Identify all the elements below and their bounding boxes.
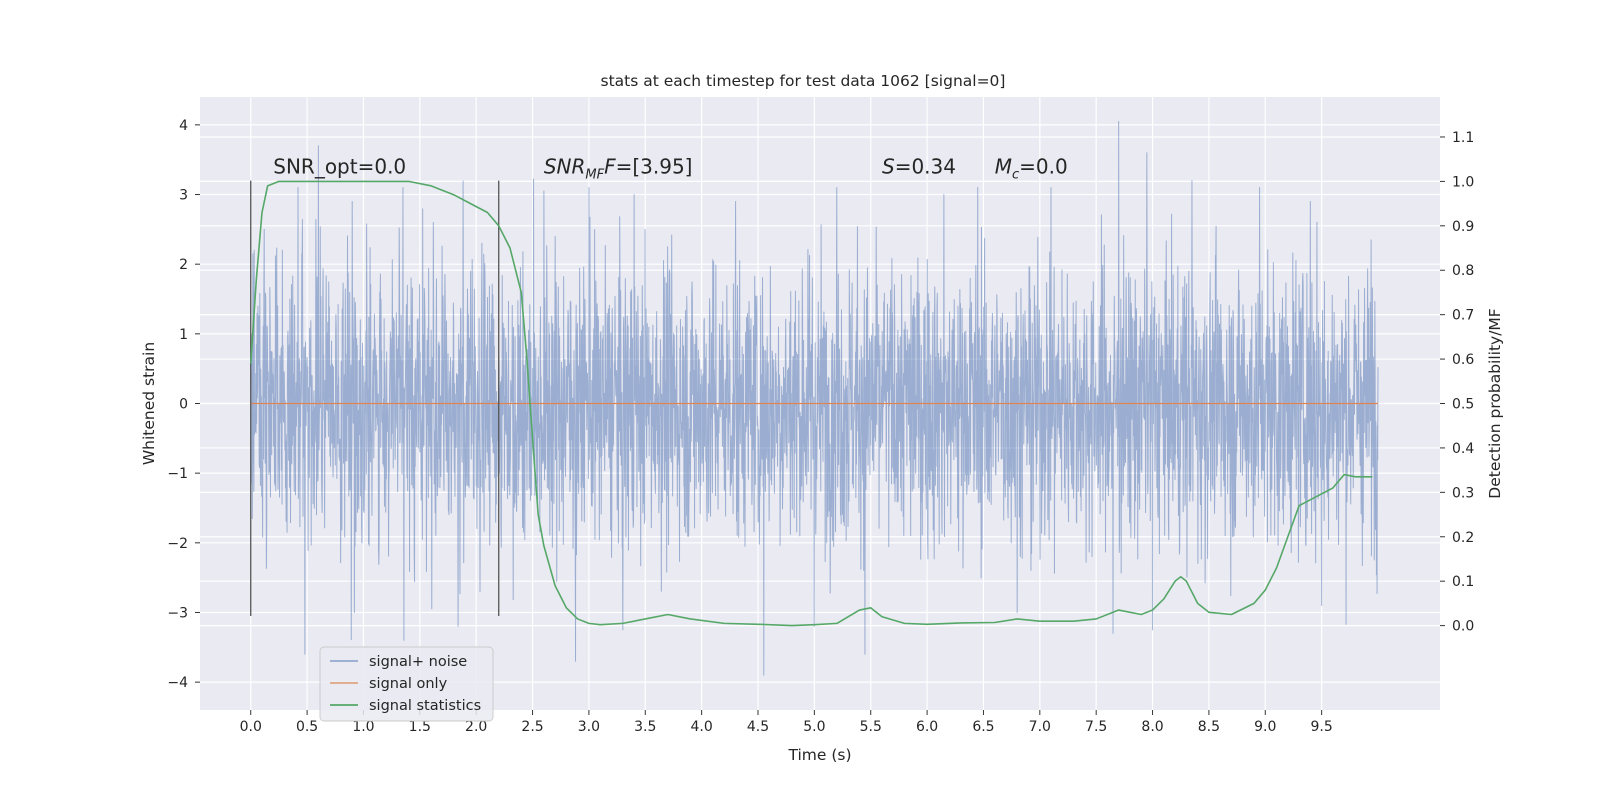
- y2-tick-label: 0.4: [1452, 441, 1474, 457]
- y-tick-label: 4: [179, 118, 188, 134]
- legend-label: signal only: [369, 676, 448, 692]
- noise-series: [250, 120, 1379, 676]
- x-tick-label: 7.0: [1029, 719, 1051, 735]
- x-tick-label: 4.5: [747, 719, 769, 735]
- x-tick-label: 7.5: [1085, 719, 1107, 735]
- x-tick-label: 6.0: [916, 719, 938, 735]
- y2-tick-label: 0.3: [1452, 485, 1474, 501]
- y2-tick-label: 0.8: [1452, 263, 1474, 279]
- x-tick-label: 5.5: [860, 719, 882, 735]
- y2-tick-label: 0.5: [1452, 397, 1474, 413]
- y-tick-label: −3: [167, 605, 188, 621]
- annotation-0: SNR_opt=0.0: [273, 155, 406, 179]
- y2-axis-ticks: 1.1 1.0 0.9 0.8 0.7 0.6 0.5 0.4 0.3 0.2 0.1 0.0: [1440, 130, 1474, 635]
- x-tick-label: 3.0: [578, 719, 600, 735]
- x-axis-ticks: 0.0 0.5 1.0 1.5 2.0 2.5 3.0 3.5 4.0 4.5 5.0 5.5 6.0 6…: [240, 710, 1333, 735]
- y-tick-label: 0: [179, 397, 188, 413]
- legend-frame: [319, 646, 494, 722]
- y-axis-ticks: 4 3 2 1 0 −1 −2 −3 −4: [167, 118, 200, 691]
- annotations: SNR_opt=0.0 SNRMFF=[3.95] S=0.34 Mc=0.0: [273, 155, 1067, 183]
- noise-line: [250, 120, 1379, 676]
- x-tick-label: 1.0: [352, 719, 374, 735]
- vertical-markers: [250, 180, 500, 616]
- annotation-2: S=0.34: [882, 155, 956, 179]
- y2-tick-label: 0.9: [1452, 219, 1474, 235]
- y-tick-label: 2: [179, 257, 188, 273]
- x-tick-label: 5.0: [803, 719, 825, 735]
- y-axis-label: Whitened strain: [140, 342, 158, 465]
- legend: signal+ noise signal only signal statistic…: [319, 646, 494, 722]
- signal-statistics-line: [249, 180, 1373, 627]
- legend-label: signal statistics: [369, 698, 481, 714]
- y2-tick-label: 1.0: [1452, 174, 1474, 190]
- x-tick-label: 9.5: [1311, 719, 1333, 735]
- y-tick-label: −1: [167, 466, 188, 482]
- x-tick-label: 2.0: [465, 719, 487, 735]
- y2-axis-label: Detection probability/MF: [1486, 308, 1504, 499]
- legend-label: signal+ noise: [369, 654, 467, 670]
- chart-title: stats at each timestep for test data 106…: [601, 72, 1006, 90]
- y-tick-label: 1: [179, 327, 188, 343]
- y2-tick-label: 0.1: [1452, 574, 1474, 590]
- x-tick-label: 4.0: [691, 719, 713, 735]
- y2-tick-label: 0.7: [1452, 308, 1474, 324]
- x-tick-label: 0.0: [240, 719, 262, 735]
- y-tick-label: −2: [167, 536, 188, 552]
- y2-tick-label: 0.6: [1452, 352, 1474, 368]
- x-tick-label: 0.5: [296, 719, 318, 735]
- signal-statistics-series: [249, 180, 1373, 627]
- y2-tick-label: 0.2: [1452, 530, 1474, 546]
- annotation-1: SNRMFF=[3.95]: [544, 155, 693, 183]
- x-tick-label: 1.5: [409, 719, 431, 735]
- y2-tick-label: 0.0: [1452, 619, 1474, 635]
- x-axis-label: Time (s): [787, 746, 851, 764]
- x-tick-label: 2.5: [521, 719, 543, 735]
- x-tick-label: 6.5: [972, 719, 994, 735]
- y-tick-label: 3: [179, 188, 188, 204]
- x-tick-label: 9.0: [1254, 719, 1276, 735]
- annotation-3: Mc=0.0: [995, 155, 1068, 183]
- x-tick-label: 3.5: [634, 719, 656, 735]
- y2-tick-label: 1.1: [1452, 130, 1474, 146]
- x-tick-label: 8.0: [1141, 719, 1163, 735]
- y-tick-label: −4: [167, 675, 188, 691]
- x-tick-label: 8.5: [1198, 719, 1220, 735]
